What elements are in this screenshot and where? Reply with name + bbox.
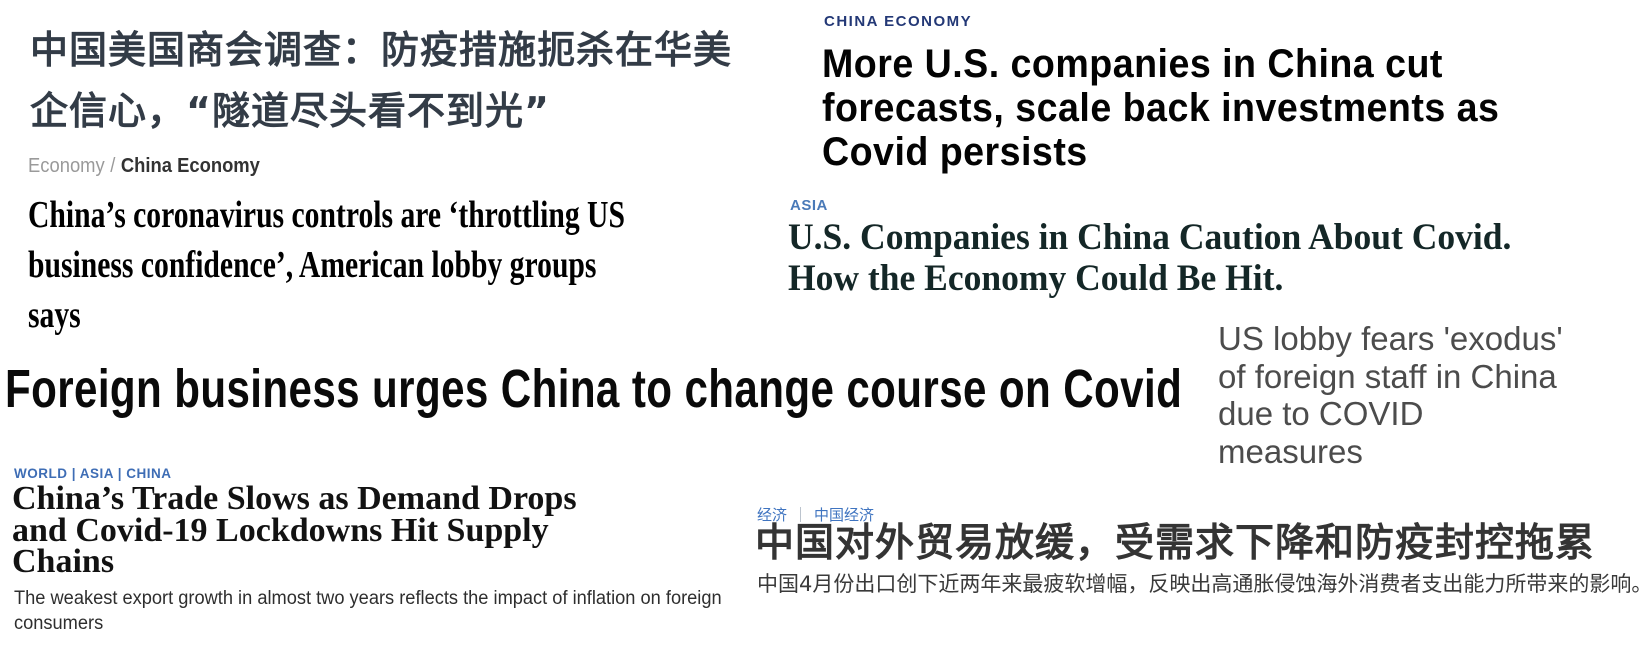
breadcrumb: Economy / China Economy [28,155,260,178]
ap-headline[interactable]: Foreign business urges China to change c… [5,360,1182,418]
wsj-cn-headline[interactable]: 中国对外贸易放缓，受需求下降和防疫封控拖累 [755,521,1596,566]
text-line: US lobby fears 'exodus' [1218,320,1563,357]
text-line: Covid persists [822,130,1088,174]
breadcrumb-section[interactable]: Economy [28,155,105,177]
text-line: China’s coronavirus controls are ‘thrott… [28,194,625,236]
cnbc-headline[interactable]: More U.S. companies in China cut forecast… [822,42,1499,174]
text-line: says [28,294,81,336]
scmp-chinese-headline[interactable]: 中国美国商会调查：防疫措施扼杀在华美 企信心，“隧道尽头看不到光” [30,20,732,142]
wsj-cn-kicker-section[interactable]: 经济 [757,507,788,524]
text-line: and Covid-19 Lockdowns Hit Supply [12,511,549,549]
breadcrumb-separator: / [110,155,116,177]
wsj-cn-kicker-subsection[interactable]: 中国经济 [814,507,875,524]
nyt-subtitle: The weakest export growth in almost two … [14,586,722,636]
text-line: U.S. Companies in China Caution About Co… [788,217,1512,258]
text-line: The weakest export growth in almost two … [14,588,722,609]
scmp-english-headline[interactable]: China’s coronavirus controls are ‘thrott… [28,190,625,340]
text-line: consumers [14,613,104,634]
text-line: 中国美国商会调查：防疫措施扼杀在华美 [30,28,733,72]
breadcrumb-subsection[interactable]: China Economy [120,155,260,177]
reuters-headline[interactable]: US lobby fears 'exodus' of foreign staff … [1218,320,1563,470]
text-line: due to COVID [1218,395,1424,432]
wsj-cn-kicker-separator: ｜ [793,507,809,524]
wsj-cn-subtitle: 中国4月份出口创下近两年来最疲软增幅，反映出高通胀侵蚀海外消费者支出能力所带来的… [757,572,1646,596]
text-line: 企信心，“隧道尽头看不到光” [30,89,550,133]
text-line: Chains [12,543,115,580]
text-line: forecasts, scale back investments as [822,86,1500,130]
wsj-headline[interactable]: U.S. Companies in China Caution About Co… [788,217,1511,299]
text-line: How the Economy Could Be Hit. [788,258,1284,299]
text-line: of foreign staff in China [1218,357,1557,395]
nyt-section-kicker[interactable]: WORLD | ASIA | CHINA [14,466,172,481]
wsj-cn-section-kicker: 经济 ｜ 中国经济 [757,504,874,525]
text-line: measures [1218,432,1363,470]
text-line: China’s Trade Slows as Demand Drops [12,480,577,517]
headline-text: Foreign business urges China to change c… [5,359,1183,419]
text-line: business confidence’, American lobby gro… [28,244,597,286]
wsj-section-kicker[interactable]: ASIA [790,197,828,214]
nyt-headline[interactable]: China’s Trade Slows as Demand Drops and C… [12,480,577,580]
cnbc-section-kicker[interactable]: CHINA ECONOMY [824,13,973,30]
text-line: More U.S. companies in China cut [822,42,1443,86]
